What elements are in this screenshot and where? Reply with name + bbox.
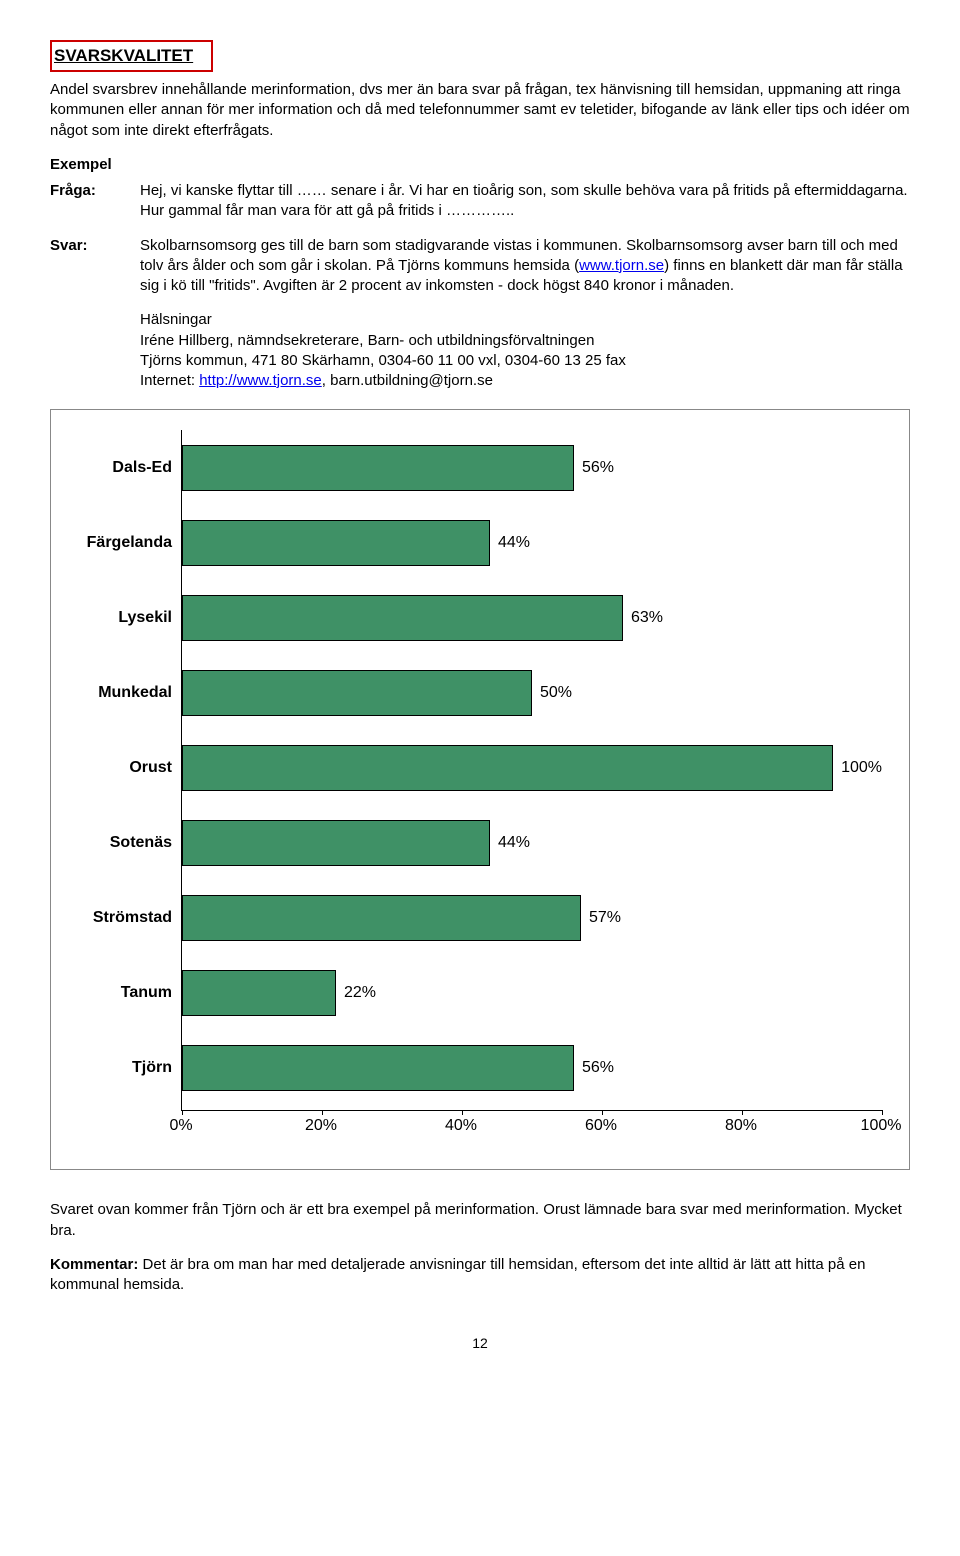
answer-content: Skolbarnsomsorg ges till de barn som sta… — [140, 236, 910, 392]
question-label: Fråga: — [50, 181, 140, 222]
bar — [182, 745, 833, 791]
category-label: Munkedal — [62, 684, 182, 702]
x-axis: 0%20%40%60%80%100% — [181, 1111, 881, 1139]
page-number: 12 — [50, 1335, 910, 1351]
bar-value: 56% — [582, 1059, 614, 1077]
x-tick-mark — [882, 1110, 883, 1115]
x-tick-label: 80% — [725, 1117, 757, 1135]
page-title: SVARSKVALITET — [54, 46, 193, 65]
intro-paragraph: Andel svarsbrev innehållande merinformat… — [50, 80, 910, 141]
bar-row: Sotenäs44% — [182, 820, 882, 866]
bar-row: Dals-Ed56% — [182, 445, 882, 491]
bar-row: Färgelanda44% — [182, 520, 882, 566]
category-label: Orust — [62, 759, 182, 777]
bar-row: Tjörn56% — [182, 1045, 882, 1091]
bar-row: Tanum22% — [182, 970, 882, 1016]
answer-label: Svar: — [50, 236, 140, 392]
plot-area: Dals-Ed56% Färgelanda44% Lysekil63% Munkeda… — [181, 430, 882, 1111]
x-tick-label: 20% — [305, 1117, 337, 1135]
link-tjorn-2[interactable]: http://www.tjorn.se — [199, 372, 322, 389]
bar-row: Lysekil63% — [182, 595, 882, 641]
question-text: Hej, vi kanske flyttar till …… senare i … — [140, 181, 910, 222]
bar-value: 100% — [841, 759, 882, 777]
bar-chart: Dals-Ed56%Färgelanda44%Lysekil63%Munkeda… — [61, 430, 891, 1139]
category-label: Färgelanda — [62, 534, 182, 552]
chart-container: Dals-Ed56%Färgelanda44%Lysekil63%Munkeda… — [50, 409, 910, 1170]
title-box: SVARSKVALITET — [50, 40, 213, 72]
bar — [182, 445, 574, 491]
category-label: Dals-Ed — [62, 459, 182, 477]
x-tick-label: 60% — [585, 1117, 617, 1135]
bar — [182, 1045, 574, 1091]
bar — [182, 670, 532, 716]
link-tjorn-1[interactable]: www.tjorn.se — [579, 257, 664, 274]
bar-value: 63% — [631, 609, 663, 627]
bar-row: Orust100% — [182, 745, 882, 791]
after-chart-p1: Svaret ovan kommer från Tjörn och är ett… — [50, 1200, 910, 1241]
answer-p2-d: Internet: — [140, 372, 199, 389]
answer-p2-c: Tjörns kommun, 471 80 Skärhamn, 0304-60 … — [140, 352, 626, 369]
bar — [182, 820, 490, 866]
bar — [182, 895, 581, 941]
bar-value: 56% — [582, 459, 614, 477]
comment-label: Kommentar: — [50, 1256, 138, 1273]
bar-value: 22% — [344, 984, 376, 1002]
answer-p2-b: Iréne Hillberg, nämndsekreterare, Barn- … — [140, 332, 594, 349]
category-label: Strömstad — [62, 909, 182, 927]
category-label: Lysekil — [62, 609, 182, 627]
bar-value: 50% — [540, 684, 572, 702]
comment-paragraph: Kommentar: Det är bra om man har med det… — [50, 1255, 910, 1296]
bar-row: Strömstad57% — [182, 895, 882, 941]
example-heading: Exempel — [50, 155, 910, 175]
category-label: Sotenäs — [62, 834, 182, 852]
x-tick-label: 0% — [169, 1117, 192, 1135]
answer-p2-e: , barn.utbildning@tjorn.se — [322, 372, 493, 389]
bar — [182, 595, 623, 641]
example-block: Exempel Fråga: Hej, vi kanske flyttar ti… — [50, 155, 910, 392]
bar-value: 57% — [589, 909, 621, 927]
answer-row: Svar: Skolbarnsomsorg ges till de barn s… — [50, 236, 910, 392]
bar — [182, 520, 490, 566]
category-label: Tanum — [62, 984, 182, 1002]
bar — [182, 970, 336, 1016]
comment-text: Det är bra om man har med detaljerade an… — [50, 1256, 865, 1293]
category-label: Tjörn — [62, 1059, 182, 1077]
answer-p2-a: Hälsningar — [140, 311, 212, 328]
x-tick-label: 100% — [861, 1117, 902, 1135]
x-tick-label: 40% — [445, 1117, 477, 1135]
bar-value: 44% — [498, 834, 530, 852]
bar-value: 44% — [498, 534, 530, 552]
question-row: Fråga: Hej, vi kanske flyttar till …… se… — [50, 181, 910, 222]
bar-row: Munkedal50% — [182, 670, 882, 716]
